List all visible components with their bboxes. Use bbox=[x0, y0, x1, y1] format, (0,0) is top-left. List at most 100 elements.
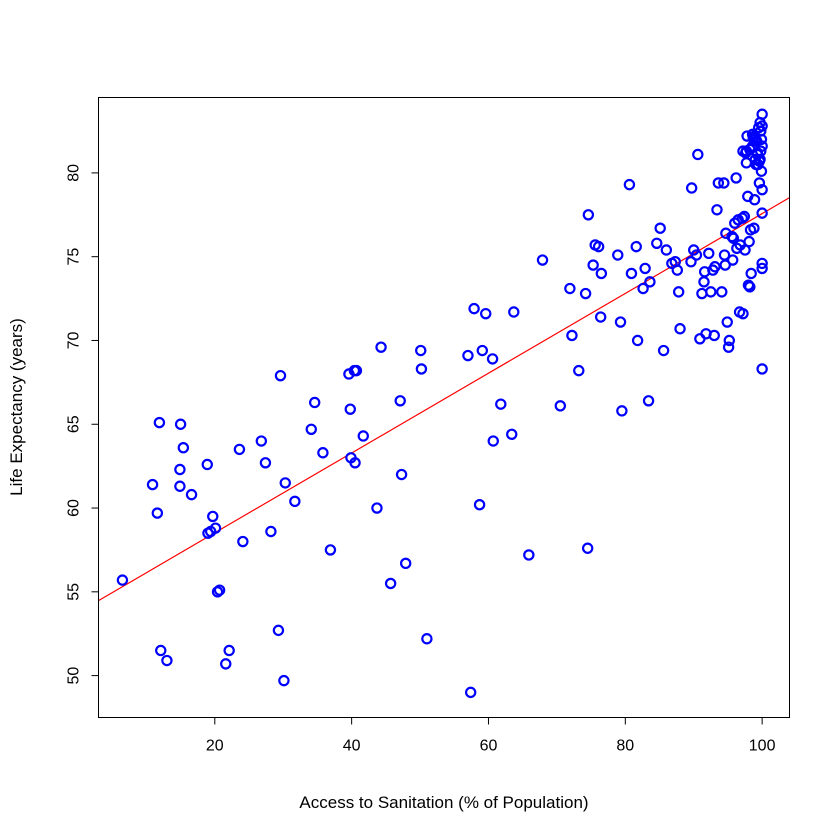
data-point bbox=[357, 430, 369, 442]
data-point bbox=[654, 222, 666, 234]
data-point bbox=[395, 468, 408, 481]
data-point bbox=[614, 316, 627, 328]
data-point bbox=[579, 287, 592, 300]
data-point bbox=[716, 286, 728, 298]
y-tick-label: 55 bbox=[66, 583, 83, 601]
data-point bbox=[573, 364, 585, 377]
data-point bbox=[259, 457, 272, 469]
data-point bbox=[753, 177, 766, 189]
data-point bbox=[616, 405, 628, 417]
y-tick-label: 70 bbox=[66, 331, 83, 349]
data-point bbox=[265, 525, 277, 538]
data-point bbox=[223, 644, 235, 657]
data-point bbox=[709, 261, 721, 273]
data-point bbox=[756, 108, 768, 120]
data-point bbox=[384, 577, 397, 590]
x-tick-label: 40 bbox=[343, 738, 361, 755]
data-point bbox=[415, 344, 427, 357]
data-point bbox=[756, 120, 768, 132]
data-point bbox=[705, 286, 717, 298]
data-point bbox=[631, 334, 644, 347]
x-axis-label: Access to Sanitation (% of Population) bbox=[299, 793, 588, 812]
data-point bbox=[207, 510, 219, 523]
data-point bbox=[523, 549, 535, 561]
data-point bbox=[487, 435, 499, 447]
data-point bbox=[177, 442, 190, 454]
data-point bbox=[582, 209, 595, 221]
data-point bbox=[161, 654, 173, 667]
data-point bbox=[708, 329, 720, 342]
data-point bbox=[324, 544, 337, 556]
y-tick-label: 75 bbox=[66, 248, 83, 266]
data-point bbox=[660, 244, 673, 256]
data-point bbox=[480, 307, 492, 320]
data-point bbox=[594, 311, 607, 323]
data-point bbox=[473, 498, 486, 511]
y-tick-label: 80 bbox=[66, 164, 83, 182]
data-point bbox=[651, 237, 663, 249]
data-point bbox=[174, 463, 186, 476]
data-point bbox=[371, 502, 383, 514]
data-point bbox=[462, 349, 474, 362]
data-point bbox=[566, 329, 578, 342]
data-point bbox=[564, 282, 576, 295]
data-point bbox=[748, 130, 761, 142]
data-point bbox=[723, 334, 735, 347]
data-point bbox=[696, 287, 708, 300]
data-point bbox=[375, 341, 387, 353]
data-point bbox=[738, 210, 751, 223]
data-point bbox=[727, 232, 740, 244]
data-point bbox=[644, 276, 656, 288]
data-point bbox=[278, 674, 290, 687]
data-point bbox=[748, 194, 761, 206]
data-point bbox=[272, 624, 285, 637]
data-point bbox=[756, 363, 768, 375]
data-point bbox=[476, 344, 489, 357]
data-point bbox=[755, 165, 768, 177]
data-point bbox=[756, 207, 768, 219]
data-point bbox=[581, 542, 594, 554]
data-point bbox=[255, 435, 268, 447]
data-point bbox=[692, 148, 704, 161]
data-point bbox=[274, 369, 287, 382]
data-point bbox=[349, 457, 361, 469]
data-point bbox=[672, 286, 685, 298]
data-point bbox=[185, 488, 198, 501]
data-point bbox=[740, 157, 753, 169]
data-point bbox=[685, 256, 697, 268]
data-point bbox=[350, 364, 363, 377]
data-point bbox=[756, 183, 768, 196]
y-tick-label: 50 bbox=[66, 667, 83, 685]
y-tick-label: 60 bbox=[66, 499, 83, 517]
data-point bbox=[744, 143, 756, 156]
y-axis-label: Life Expectancy (years) bbox=[7, 318, 26, 496]
data-point bbox=[289, 495, 301, 508]
x-axis: 20 40 60 80 100 bbox=[206, 717, 776, 755]
data-point bbox=[468, 302, 480, 315]
data-point bbox=[464, 686, 477, 699]
data-point bbox=[674, 323, 686, 335]
data-point bbox=[146, 478, 159, 491]
data-point bbox=[736, 212, 748, 224]
data-point bbox=[711, 204, 723, 216]
data-point bbox=[305, 423, 317, 435]
data-point bbox=[399, 557, 412, 570]
x-tick-label: 100 bbox=[749, 738, 776, 755]
data-point bbox=[639, 262, 651, 275]
data-point bbox=[712, 177, 725, 189]
data-point bbox=[421, 633, 433, 645]
data-point bbox=[116, 574, 129, 586]
y-tick-label: 65 bbox=[66, 415, 83, 433]
data-point bbox=[694, 333, 706, 345]
data-point bbox=[495, 398, 507, 410]
data-point bbox=[743, 235, 755, 248]
data-point bbox=[174, 480, 186, 492]
data-point bbox=[623, 178, 636, 191]
data-point bbox=[213, 584, 226, 596]
data-point bbox=[506, 428, 518, 441]
data-point bbox=[756, 262, 768, 275]
data-point bbox=[592, 240, 605, 253]
x-tick-label: 20 bbox=[206, 738, 224, 755]
data-point bbox=[508, 306, 520, 318]
